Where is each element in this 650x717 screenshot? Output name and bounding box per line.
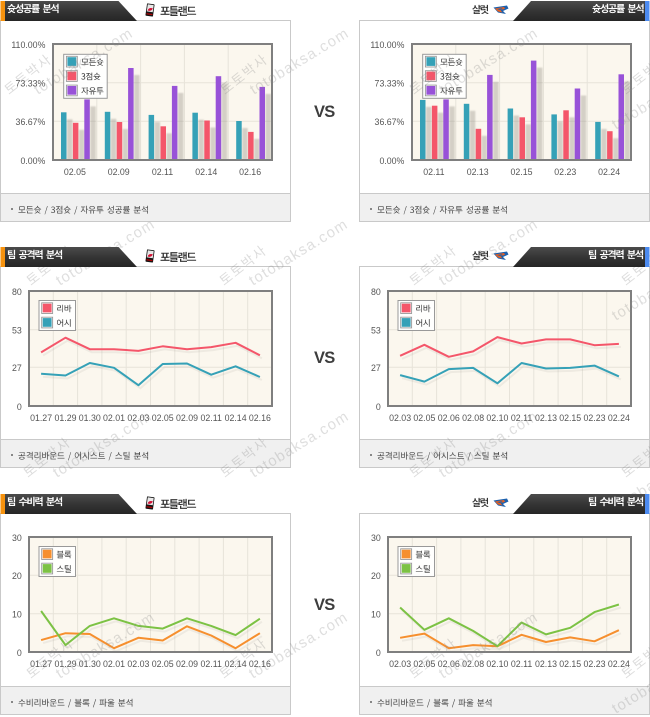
svg-text:02.05: 02.05 [64, 167, 86, 177]
svg-text:110.00%: 110.00% [11, 40, 45, 50]
svg-text:01.29: 01.29 [54, 413, 76, 423]
svg-text:73.33%: 73.33% [16, 79, 46, 89]
svg-text:20: 20 [371, 571, 381, 581]
svg-text:02.13: 02.13 [535, 413, 557, 423]
svg-text:0: 0 [17, 648, 22, 658]
svg-text:02.10: 02.10 [486, 413, 508, 423]
svg-text:02.16: 02.16 [249, 413, 271, 423]
svg-text:0: 0 [17, 402, 22, 412]
svg-text:02.11: 02.11 [152, 167, 173, 177]
svg-text:02.11: 02.11 [511, 659, 532, 669]
svg-text:02.24: 02.24 [608, 659, 630, 669]
svg-text:20: 20 [12, 571, 22, 581]
svg-text:80: 80 [12, 287, 22, 297]
svg-text:02.13: 02.13 [467, 167, 489, 177]
svg-text:02.09: 02.09 [176, 659, 198, 669]
svg-text:30: 30 [12, 533, 22, 543]
svg-text:02.06: 02.06 [438, 659, 460, 669]
svg-text:02.15: 02.15 [559, 659, 581, 669]
svg-text:10: 10 [12, 610, 22, 620]
svg-text:02.03: 02.03 [127, 659, 149, 669]
svg-text:02.09: 02.09 [108, 167, 130, 177]
svg-text:02.11: 02.11 [423, 167, 444, 177]
svg-text:02.11: 02.11 [511, 413, 532, 423]
svg-text:02.14: 02.14 [195, 167, 217, 177]
svg-text:02.15: 02.15 [510, 167, 532, 177]
svg-text:02.24: 02.24 [598, 167, 620, 177]
svg-text:10: 10 [371, 610, 381, 620]
svg-text:30: 30 [371, 533, 381, 543]
svg-text:0: 0 [376, 402, 381, 412]
svg-text:02.16: 02.16 [239, 167, 261, 177]
svg-text:02.23: 02.23 [583, 659, 605, 669]
svg-text:53: 53 [371, 326, 381, 336]
svg-text:02.08: 02.08 [462, 659, 484, 669]
svg-text:02.15: 02.15 [559, 413, 581, 423]
svg-text:80: 80 [371, 287, 381, 297]
svg-text:110.00%: 110.00% [370, 40, 404, 50]
svg-text:02.24: 02.24 [608, 413, 630, 423]
svg-text:02.16: 02.16 [249, 659, 271, 669]
svg-text:0.00%: 0.00% [20, 156, 45, 166]
svg-text:02.23: 02.23 [583, 413, 605, 423]
svg-text:01.27: 01.27 [30, 659, 52, 669]
svg-text:02.14: 02.14 [225, 413, 247, 423]
svg-text:02.01: 02.01 [103, 659, 125, 669]
svg-text:36.67%: 36.67% [16, 117, 46, 127]
svg-text:02.11: 02.11 [201, 659, 222, 669]
svg-text:02.13: 02.13 [535, 659, 557, 669]
svg-text:73.33%: 73.33% [375, 79, 405, 89]
svg-text:02.05: 02.05 [413, 659, 435, 669]
svg-text:02.05: 02.05 [413, 413, 435, 423]
svg-text:27: 27 [12, 363, 22, 373]
svg-text:02.09: 02.09 [176, 413, 198, 423]
svg-text:02.06: 02.06 [438, 413, 460, 423]
svg-text:02.05: 02.05 [152, 413, 174, 423]
svg-text:01.30: 01.30 [79, 413, 101, 423]
svg-text:27: 27 [371, 363, 381, 373]
svg-text:02.14: 02.14 [225, 659, 247, 669]
svg-text:02.11: 02.11 [201, 413, 222, 423]
svg-text:02.03: 02.03 [389, 659, 411, 669]
svg-text:02.08: 02.08 [462, 413, 484, 423]
svg-text:01.27: 01.27 [30, 413, 52, 423]
svg-text:02.23: 02.23 [554, 167, 576, 177]
svg-text:0: 0 [376, 648, 381, 658]
svg-text:02.03: 02.03 [127, 413, 149, 423]
svg-text:53: 53 [12, 326, 22, 336]
svg-text:01.29: 01.29 [54, 659, 76, 669]
svg-text:02.01: 02.01 [103, 413, 125, 423]
svg-text:36.67%: 36.67% [375, 117, 405, 127]
svg-text:02.03: 02.03 [389, 413, 411, 423]
svg-text:02.10: 02.10 [486, 659, 508, 669]
svg-text:0.00%: 0.00% [379, 156, 404, 166]
svg-text:02.05: 02.05 [152, 659, 174, 669]
svg-text:01.30: 01.30 [79, 659, 101, 669]
